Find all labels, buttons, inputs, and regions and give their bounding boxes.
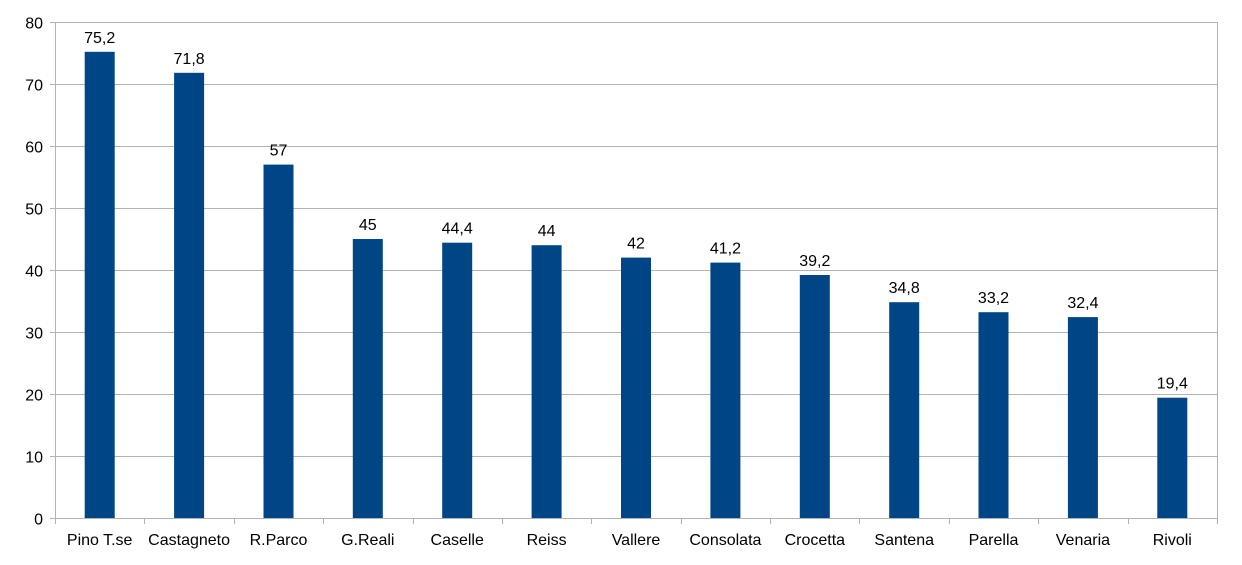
- x-category-label: Rivoli: [1153, 532, 1192, 549]
- data-label: 45: [359, 217, 377, 234]
- x-category-label: R.Parco: [250, 532, 308, 549]
- data-label: 32,4: [1067, 295, 1098, 312]
- x-category-label: Caselle: [431, 532, 484, 549]
- x-category-label: Vallere: [612, 532, 661, 549]
- data-label: 19,4: [1157, 376, 1188, 393]
- data-label: 34,8: [889, 280, 920, 297]
- x-category-label: Venaria: [1056, 532, 1110, 549]
- data-label: 75,2: [84, 30, 115, 47]
- x-category-label: Consolata: [689, 532, 761, 549]
- y-tick-label: 10: [25, 450, 43, 467]
- labels: 0 10 20 30 40 50 60 70 80 75,2 Pino T.se 71,8 Castag…: [25, 16, 1192, 550]
- bar-santena: [889, 302, 920, 518]
- y-tick-label: 40: [25, 264, 43, 281]
- x-category-label: Crocetta: [785, 532, 846, 549]
- y-tick-label: 50: [25, 202, 43, 219]
- bar-vallere: [621, 257, 651, 518]
- data-label: 39,2: [799, 253, 830, 270]
- y-tick-label: 20: [25, 388, 43, 405]
- bar-r-parco: [263, 164, 294, 518]
- bar-crocetta: [799, 275, 830, 518]
- x-category-label: Pino T.se: [67, 532, 133, 549]
- y-tick-label: 60: [25, 140, 43, 157]
- x-category-label: Reiss: [527, 532, 567, 549]
- bar-consolata: [710, 262, 741, 518]
- bars: [84, 51, 1188, 519]
- bar-pino-t-se: [84, 51, 115, 519]
- bar-venaria: [1067, 317, 1098, 518]
- x-category-label: G.Reali: [341, 532, 394, 549]
- data-label: 57: [270, 143, 288, 160]
- bar-g-reali: [352, 239, 383, 518]
- data-label: 71,8: [174, 51, 205, 68]
- y-tick-label: 30: [25, 326, 43, 343]
- axes: [50, 22, 1218, 524]
- y-tick-label: 70: [25, 78, 43, 95]
- bar-rivoli: [1157, 397, 1188, 518]
- data-label: 42: [627, 236, 645, 253]
- data-label: 41,2: [710, 241, 741, 258]
- bar-castagneto: [174, 72, 205, 519]
- x-category-label: Santena: [874, 532, 934, 549]
- data-label: 44,4: [442, 221, 473, 238]
- bar-parella: [978, 312, 1009, 518]
- data-label: 33,2: [978, 290, 1009, 307]
- y-tick-label: 80: [25, 16, 43, 33]
- data-label: 44: [538, 223, 556, 240]
- bar-caselle: [442, 242, 473, 518]
- y-tick-label: 0: [34, 512, 43, 529]
- bar-reiss: [531, 245, 562, 518]
- x-category-label: Castagneto: [148, 532, 230, 549]
- x-category-label: Parella: [969, 532, 1019, 549]
